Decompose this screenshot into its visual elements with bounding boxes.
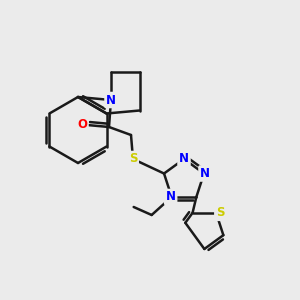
Text: N: N — [166, 190, 176, 203]
Text: S: S — [129, 152, 137, 166]
Text: N: N — [179, 152, 189, 164]
Text: S: S — [216, 206, 224, 219]
Text: N: N — [200, 167, 210, 180]
Text: O: O — [77, 118, 87, 131]
Text: N: N — [106, 94, 116, 106]
